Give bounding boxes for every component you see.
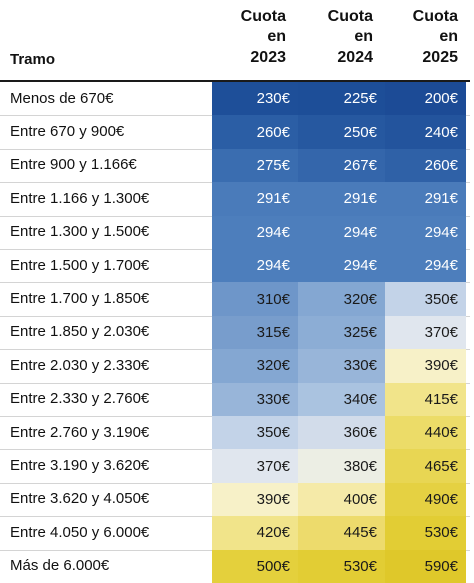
row-label: Entre 900 y 1.166€ xyxy=(10,156,137,174)
table-cell: 530€ xyxy=(385,516,466,550)
row-label: Entre 670 y 900€ xyxy=(10,122,125,140)
table-cell: 230€ xyxy=(212,82,298,116)
table-cell: 380€ xyxy=(298,449,385,483)
row-label: Entre 1.700 y 1.850€ xyxy=(10,289,150,307)
table-cell: 260€ xyxy=(212,115,298,149)
table-cell: 360€ xyxy=(298,416,385,450)
table-cell: 310€ xyxy=(212,282,298,316)
table-cell: 240€ xyxy=(385,115,466,149)
table-cell: 415€ xyxy=(385,382,466,416)
header-rule xyxy=(0,80,470,82)
column-header-line: en xyxy=(354,28,373,45)
column-header-line: Cuota xyxy=(327,7,373,25)
table-cell: 260€ xyxy=(385,148,466,183)
table-cell: 294€ xyxy=(212,215,298,249)
table-cell: 320€ xyxy=(212,349,298,383)
table-cell: 465€ xyxy=(385,449,466,483)
table-cell: 294€ xyxy=(385,215,466,249)
table-cell: 291€ xyxy=(385,182,466,216)
table-cell: 420€ xyxy=(212,516,298,550)
row-label: Entre 4.050 y 6.000€ xyxy=(10,523,150,541)
row-label: Entre 2.330 y 2.760€ xyxy=(10,390,150,408)
column-header-2023: Cuota en 2023 xyxy=(192,0,286,80)
table-cell: 330€ xyxy=(298,349,385,383)
table-cell: 490€ xyxy=(385,482,466,517)
table-cell: 315€ xyxy=(212,315,298,350)
table-cell: 400€ xyxy=(298,482,385,517)
column-header-line: en xyxy=(439,28,458,45)
column-header-2024: Cuota en 2024 xyxy=(278,0,373,80)
table-cell: 294€ xyxy=(212,249,298,283)
row-label: Más de 6.000€ xyxy=(10,557,110,575)
table-cell: 370€ xyxy=(212,449,298,483)
table-cell: 350€ xyxy=(212,416,298,450)
column-header-line: 2025 xyxy=(422,48,458,66)
row-label: Entre 1.850 y 2.030€ xyxy=(10,323,150,341)
column-header-line: Cuota xyxy=(240,7,286,25)
table-cell: 370€ xyxy=(385,315,466,350)
table-cell: 530€ xyxy=(298,549,385,583)
table-cell: 294€ xyxy=(385,249,466,283)
table-cell: 294€ xyxy=(298,215,385,249)
row-label: Menos de 670€ xyxy=(10,89,114,107)
table-cell: 445€ xyxy=(298,516,385,550)
row-label: Entre 1.500 y 1.700€ xyxy=(10,256,150,274)
row-label: Entre 3.620 y 4.050€ xyxy=(10,490,150,508)
table-cell: 350€ xyxy=(385,282,466,316)
table-cell: 330€ xyxy=(212,382,298,416)
table-cell: 250€ xyxy=(298,115,385,149)
row-label: Entre 3.190 y 3.620€ xyxy=(10,456,150,474)
column-header-line: en xyxy=(267,28,286,45)
column-header-2025: Cuota en 2025 xyxy=(365,0,458,80)
table-cell: 294€ xyxy=(298,249,385,283)
column-header-line: 2024 xyxy=(337,48,373,66)
row-label: Entre 1.300 y 1.500€ xyxy=(10,223,150,241)
table-cell: 440€ xyxy=(385,416,466,450)
table-cell: 291€ xyxy=(212,182,298,216)
table-cell: 340€ xyxy=(298,382,385,416)
table-cell: 590€ xyxy=(385,549,466,583)
column-header-tramo: Tramo xyxy=(10,51,56,68)
column-header-line: Cuota xyxy=(412,7,458,25)
table-cell: 390€ xyxy=(385,349,466,383)
table-cell: 291€ xyxy=(298,182,385,216)
table-cell: 325€ xyxy=(298,315,385,350)
table-cell: 200€ xyxy=(385,82,466,116)
row-label: Entre 2.030 y 2.330€ xyxy=(10,356,150,374)
table-cell: 500€ xyxy=(212,549,298,583)
row-label: Entre 1.166 y 1.300€ xyxy=(10,189,150,207)
table-cell: 390€ xyxy=(212,482,298,517)
row-label: Entre 2.760 y 3.190€ xyxy=(10,423,150,441)
table-cell: 225€ xyxy=(298,82,385,116)
column-header-line: 2023 xyxy=(250,48,286,66)
table-cell: 275€ xyxy=(212,148,298,183)
table-cell: 320€ xyxy=(298,282,385,316)
table-cell: 267€ xyxy=(298,148,385,183)
